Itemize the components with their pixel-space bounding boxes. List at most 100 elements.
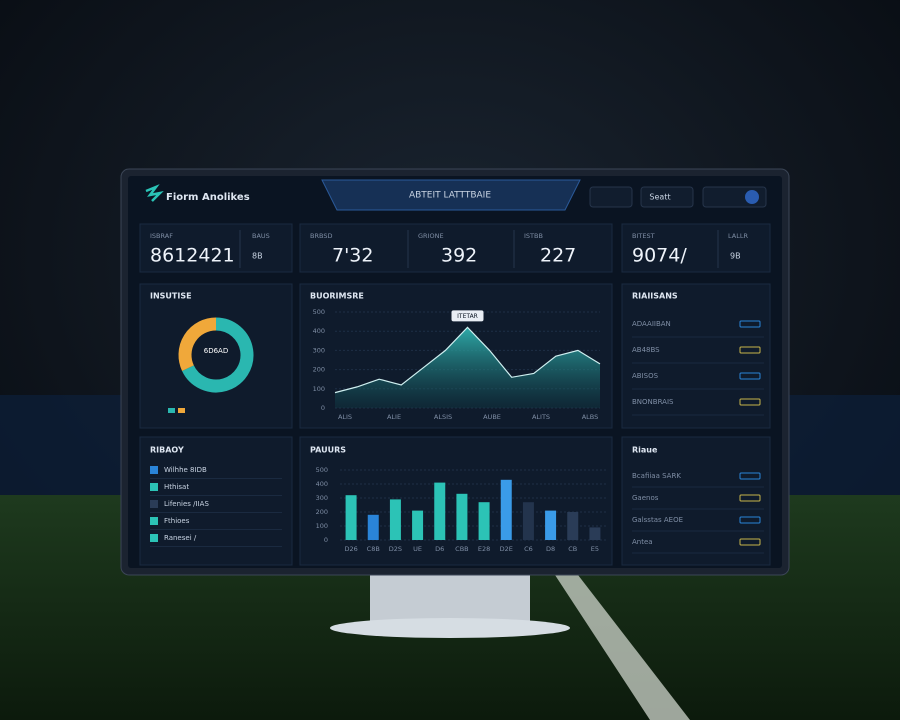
area-fill bbox=[335, 327, 600, 408]
legend-swatch bbox=[178, 408, 185, 413]
y-tick-label: 500 bbox=[313, 308, 325, 316]
kpi-value: 392 bbox=[441, 245, 477, 267]
panel-title: BUORIMSRE bbox=[310, 292, 364, 301]
kpi-label: BITEST bbox=[632, 232, 655, 240]
panel bbox=[139, 436, 293, 566]
list-item: ABISOS bbox=[632, 372, 659, 380]
bar bbox=[545, 510, 557, 540]
panel bbox=[621, 283, 771, 429]
x-tick-label: CB bbox=[568, 545, 577, 553]
panel-title: PAUURS bbox=[310, 446, 346, 455]
list-item: ADAAIIBAN bbox=[632, 320, 671, 328]
x-tick-label: C8B bbox=[367, 545, 380, 553]
status-pill bbox=[739, 472, 761, 480]
x-tick-label: ALITS bbox=[532, 413, 550, 421]
field-line bbox=[555, 575, 690, 720]
kpi-label: BRBSD bbox=[310, 232, 332, 240]
x-tick-label: D2S bbox=[389, 545, 402, 553]
x-tick-label: C6 bbox=[524, 545, 533, 553]
x-tick-label: CBB bbox=[455, 545, 468, 553]
monitor-stand bbox=[370, 572, 530, 624]
bar bbox=[500, 479, 512, 540]
list-icon bbox=[150, 500, 158, 508]
y-tick-label: 100 bbox=[313, 385, 325, 393]
kpi-card bbox=[139, 223, 293, 273]
bar bbox=[567, 512, 579, 540]
y-tick-label: 300 bbox=[316, 494, 328, 502]
kpi-label: ISBRAF bbox=[150, 232, 173, 240]
y-tick-label: 500 bbox=[316, 466, 328, 474]
logo bbox=[145, 184, 164, 202]
bar bbox=[434, 482, 446, 540]
list-item: Bcafiiaa SARK bbox=[632, 472, 681, 480]
x-tick-label: E28 bbox=[478, 545, 490, 553]
list-item: Wilhhe 8IDB bbox=[164, 466, 207, 474]
status-pill bbox=[739, 320, 761, 328]
kpi-value: 7'32 bbox=[332, 245, 374, 267]
donut-segment bbox=[178, 317, 217, 371]
donut-segment bbox=[182, 317, 254, 393]
area-line bbox=[334, 326, 601, 394]
list-icon bbox=[150, 517, 158, 525]
list-icon bbox=[150, 466, 158, 474]
x-tick-label: ALIE bbox=[387, 413, 401, 421]
bar bbox=[522, 502, 534, 540]
tooltip-bg bbox=[451, 310, 484, 322]
y-tick-label: 0 bbox=[324, 536, 328, 544]
list-icon bbox=[150, 534, 158, 542]
x-tick-label: ALIS bbox=[338, 413, 352, 421]
dynamic-layer: 0 100 200 300 400 500 ALIS ALIE ALSIS AUBE ALITS AL… bbox=[150, 308, 764, 554]
list-item: Hthisat bbox=[164, 483, 189, 491]
list-item: Fthioes bbox=[164, 517, 190, 525]
x-tick-label: D2E bbox=[500, 545, 513, 553]
x-tick-label: UE bbox=[413, 545, 422, 553]
tab-bg[interactable] bbox=[321, 179, 581, 211]
panel-title: Riaue bbox=[632, 446, 658, 455]
panel bbox=[139, 283, 293, 429]
monitor-base bbox=[330, 618, 570, 638]
status-pill bbox=[739, 494, 761, 502]
list-item: BNONBRAIS bbox=[632, 398, 674, 406]
list-icon bbox=[150, 483, 158, 491]
list-item: Lifenies /IIAS bbox=[164, 500, 209, 508]
list-item: Galsstas AEOE bbox=[632, 516, 683, 524]
tooltip: ITETAR bbox=[457, 313, 478, 320]
bar bbox=[456, 493, 468, 540]
kpi-value: 9B bbox=[730, 252, 741, 261]
bar bbox=[345, 495, 357, 540]
x-tick-label: AUBE bbox=[483, 413, 501, 421]
bar bbox=[412, 510, 424, 540]
list-item: AB48BS bbox=[632, 346, 660, 354]
kpi-card bbox=[299, 223, 613, 273]
donut-center: 6D6AD bbox=[204, 347, 228, 355]
y-tick-label: 0 bbox=[321, 404, 325, 412]
panel-title: RIAIISANS bbox=[632, 292, 678, 301]
y-tick-label: 300 bbox=[313, 346, 325, 354]
x-tick-label: ALSIS bbox=[434, 413, 452, 421]
x-tick-label: ALBS bbox=[582, 413, 599, 421]
tab[interactable]: ABTEIT LATTTBAIE bbox=[409, 191, 491, 201]
kpi-value: 227 bbox=[540, 245, 576, 267]
bar bbox=[389, 499, 401, 540]
x-tick-label: D26 bbox=[344, 545, 357, 553]
y-tick-label: 400 bbox=[316, 480, 328, 488]
bar bbox=[478, 502, 490, 540]
list-item: Antea bbox=[632, 538, 653, 546]
bar bbox=[589, 527, 601, 540]
list-item: Gaenos bbox=[632, 494, 659, 502]
status-pill bbox=[739, 346, 761, 354]
kpi-label: LALLR bbox=[728, 232, 748, 240]
list-item: Ranesei / bbox=[164, 534, 197, 542]
panel-title: RIBAOY bbox=[150, 446, 184, 455]
bar bbox=[367, 514, 379, 540]
y-tick-label: 100 bbox=[316, 522, 328, 530]
kpi-card bbox=[621, 223, 771, 273]
button-bg[interactable] bbox=[589, 186, 633, 208]
button-bg[interactable] bbox=[640, 186, 694, 208]
y-tick-label: 400 bbox=[313, 327, 325, 335]
y-tick-label: 200 bbox=[313, 366, 325, 374]
button[interactable]: Seatt bbox=[649, 193, 670, 202]
kpi-label: BAUS bbox=[252, 232, 270, 240]
toggle[interactable] bbox=[745, 190, 759, 204]
